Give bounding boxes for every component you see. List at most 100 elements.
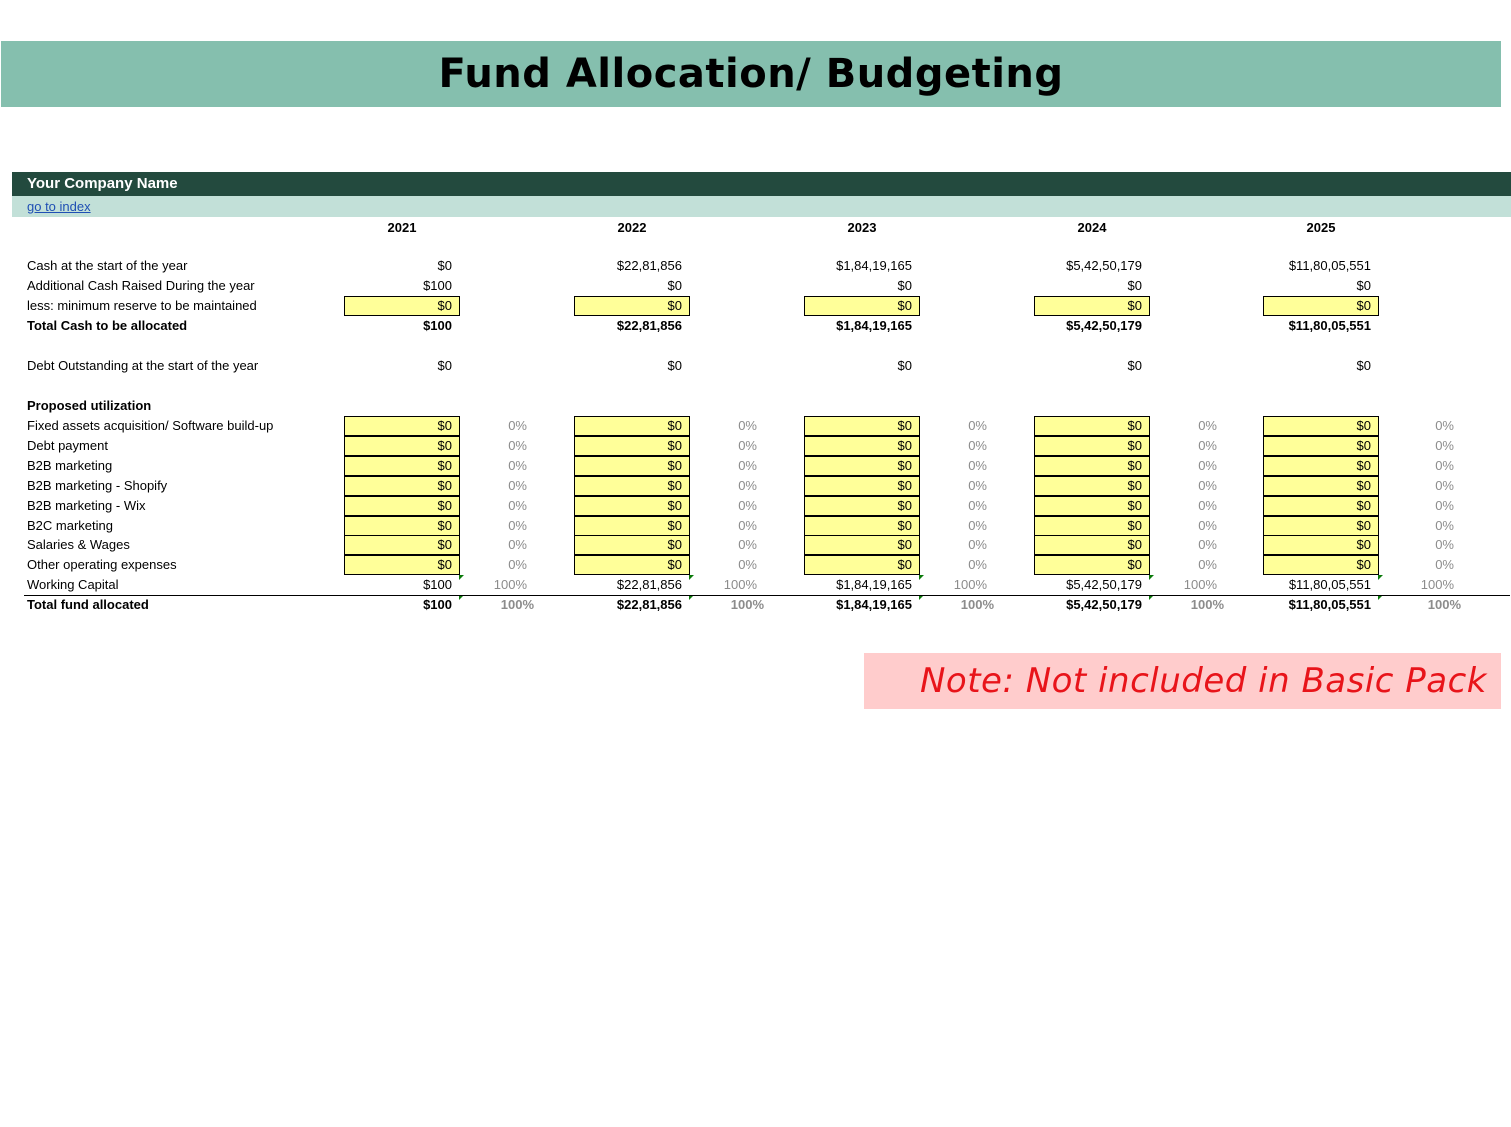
allocation-input-cell[interactable]: $0: [1263, 416, 1379, 436]
utilization-label: B2C marketing: [27, 517, 113, 533]
allocation-input-cell[interactable]: $0: [344, 515, 460, 536]
allocation-input-cell[interactable]: $0: [1263, 455, 1379, 476]
comment-marker-icon: [1378, 595, 1383, 600]
allocation-input-cell[interactable]: $0: [1263, 475, 1379, 496]
allocation-input-cell[interactable]: $0: [574, 495, 690, 516]
comment-marker-icon: [459, 575, 464, 581]
allocation-input-cell[interactable]: $0: [1263, 515, 1379, 536]
allocation-percent: 0%: [1198, 477, 1217, 493]
value-cell: $0: [1356, 358, 1371, 373]
value-cell: $11,80,05,551: [1288, 318, 1371, 333]
utilization-label: B2B marketing - Wix: [27, 497, 146, 513]
allocation-input-cell[interactable]: $0: [804, 495, 920, 516]
allocation-percent: 0%: [738, 557, 757, 573]
year-header-2022: 2022: [617, 220, 647, 235]
allocation-input-cell[interactable]: $0: [344, 475, 460, 496]
value-cell: $0: [897, 278, 912, 293]
allocation-input-cell[interactable]: $0: [1263, 495, 1379, 516]
allocation-input-cell[interactable]: $0: [574, 416, 690, 436]
value-cell: $100: [423, 278, 452, 293]
allocation-percent: 0%: [968, 557, 987, 573]
year-header-2023: 2023: [847, 220, 877, 235]
value-cell: $0: [667, 278, 682, 293]
allocation-percent: 0%: [738, 517, 757, 533]
allocation-input-cell[interactable]: $0: [344, 455, 460, 476]
allocation-input-cell[interactable]: $0: [574, 515, 690, 536]
title-banner: Fund Allocation/ Budgeting: [1, 41, 1501, 107]
allocation-percent: 0%: [1435, 418, 1454, 433]
allocation-percent: 0%: [1435, 477, 1454, 493]
reserve-input-cell[interactable]: $0: [574, 296, 690, 316]
allocation-input-cell[interactable]: $0: [1034, 555, 1150, 576]
allocation-input-cell[interactable]: $0: [804, 416, 920, 436]
allocation-percent: 0%: [508, 418, 527, 433]
allocation-input-cell[interactable]: $0: [1034, 435, 1150, 456]
allocation-input-cell[interactable]: $0: [804, 555, 920, 576]
allocation-input-cell[interactable]: $0: [1263, 535, 1379, 556]
allocation-input-cell[interactable]: $0: [344, 495, 460, 516]
total-allocated-percent: 100%: [960, 597, 994, 612]
working-capital-cell: $100: [423, 577, 452, 593]
allocation-percent: 0%: [1198, 437, 1217, 453]
value-cell: $5,42,50,179: [1066, 318, 1142, 333]
allocation-percent: 100%: [493, 577, 527, 593]
row-label: Debt Outstanding at the start of the yea…: [27, 358, 259, 373]
allocation-input-cell[interactable]: $0: [574, 435, 690, 456]
total-allocated-percent: 100%: [730, 597, 764, 612]
allocation-input-cell[interactable]: $0: [344, 535, 460, 556]
allocation-percent: 0%: [968, 418, 987, 433]
allocation-input-cell[interactable]: $0: [574, 475, 690, 496]
allocation-input-cell[interactable]: $0: [1034, 495, 1150, 516]
allocation-percent: 0%: [1435, 497, 1454, 513]
comment-marker-icon: [1149, 575, 1154, 581]
value-cell: $1,84,19,165: [836, 318, 912, 333]
utilization-label: B2B marketing - Shopify: [27, 477, 168, 493]
allocation-input-cell[interactable]: $0: [1263, 555, 1379, 576]
allocation-percent: 100%: [1420, 577, 1454, 593]
row-label: Total Cash to be allocated: [27, 318, 188, 333]
allocation-percent: 0%: [1435, 437, 1454, 453]
note-box: Note: Not included in Basic Pack: [864, 653, 1501, 709]
reserve-input-cell[interactable]: $0: [804, 296, 920, 316]
value-cell: $0: [1127, 358, 1142, 373]
comment-marker-icon: [459, 595, 464, 600]
total-allocated-percent: 100%: [500, 597, 534, 612]
allocation-percent: 0%: [508, 497, 527, 513]
allocation-input-cell[interactable]: $0: [574, 555, 690, 576]
allocation-input-cell[interactable]: $0: [1034, 455, 1150, 476]
index-link-bar: go to index: [12, 196, 1511, 217]
utilization-label: Salaries & Wages: [27, 537, 130, 553]
allocation-input-cell[interactable]: $0: [1263, 435, 1379, 456]
working-capital-cell: $5,42,50,179: [1066, 577, 1142, 593]
go-to-index-link[interactable]: go to index: [27, 199, 91, 214]
allocation-input-cell[interactable]: $0: [804, 475, 920, 496]
allocation-input-cell[interactable]: $0: [1034, 416, 1150, 436]
reserve-input-cell[interactable]: $0: [1034, 296, 1150, 316]
total-allocated-cell: $100: [423, 597, 452, 612]
allocation-percent: 0%: [508, 557, 527, 573]
allocation-input-cell[interactable]: $0: [804, 535, 920, 556]
allocation-input-cell[interactable]: $0: [574, 455, 690, 476]
allocation-percent: 100%: [953, 577, 987, 593]
allocation-input-cell[interactable]: $0: [1034, 475, 1150, 496]
value-cell: $0: [667, 358, 682, 373]
allocation-input-cell[interactable]: $0: [344, 435, 460, 456]
allocation-input-cell[interactable]: $0: [1034, 515, 1150, 536]
allocation-input-cell[interactable]: $0: [574, 535, 690, 556]
allocation-input-cell[interactable]: $0: [344, 555, 460, 576]
company-name-bar: Your Company Name: [12, 172, 1511, 196]
allocation-input-cell[interactable]: $0: [804, 435, 920, 456]
allocation-percent: 0%: [968, 537, 987, 553]
allocation-input-cell[interactable]: $0: [804, 455, 920, 476]
reserve-input-cell[interactable]: $0: [1263, 296, 1379, 316]
allocation-input-cell[interactable]: $0: [804, 515, 920, 536]
allocation-percent: 0%: [1198, 418, 1217, 433]
allocation-percent: 0%: [1198, 557, 1217, 573]
reserve-input-cell[interactable]: $0: [344, 296, 460, 316]
allocation-input-cell[interactable]: $0: [1034, 535, 1150, 556]
year-header-2024: 2024: [1077, 220, 1107, 235]
total-fund-allocated-label: Total fund allocated: [27, 597, 149, 612]
allocation-percent: 0%: [508, 437, 527, 453]
allocation-input-cell[interactable]: $0: [344, 416, 460, 436]
